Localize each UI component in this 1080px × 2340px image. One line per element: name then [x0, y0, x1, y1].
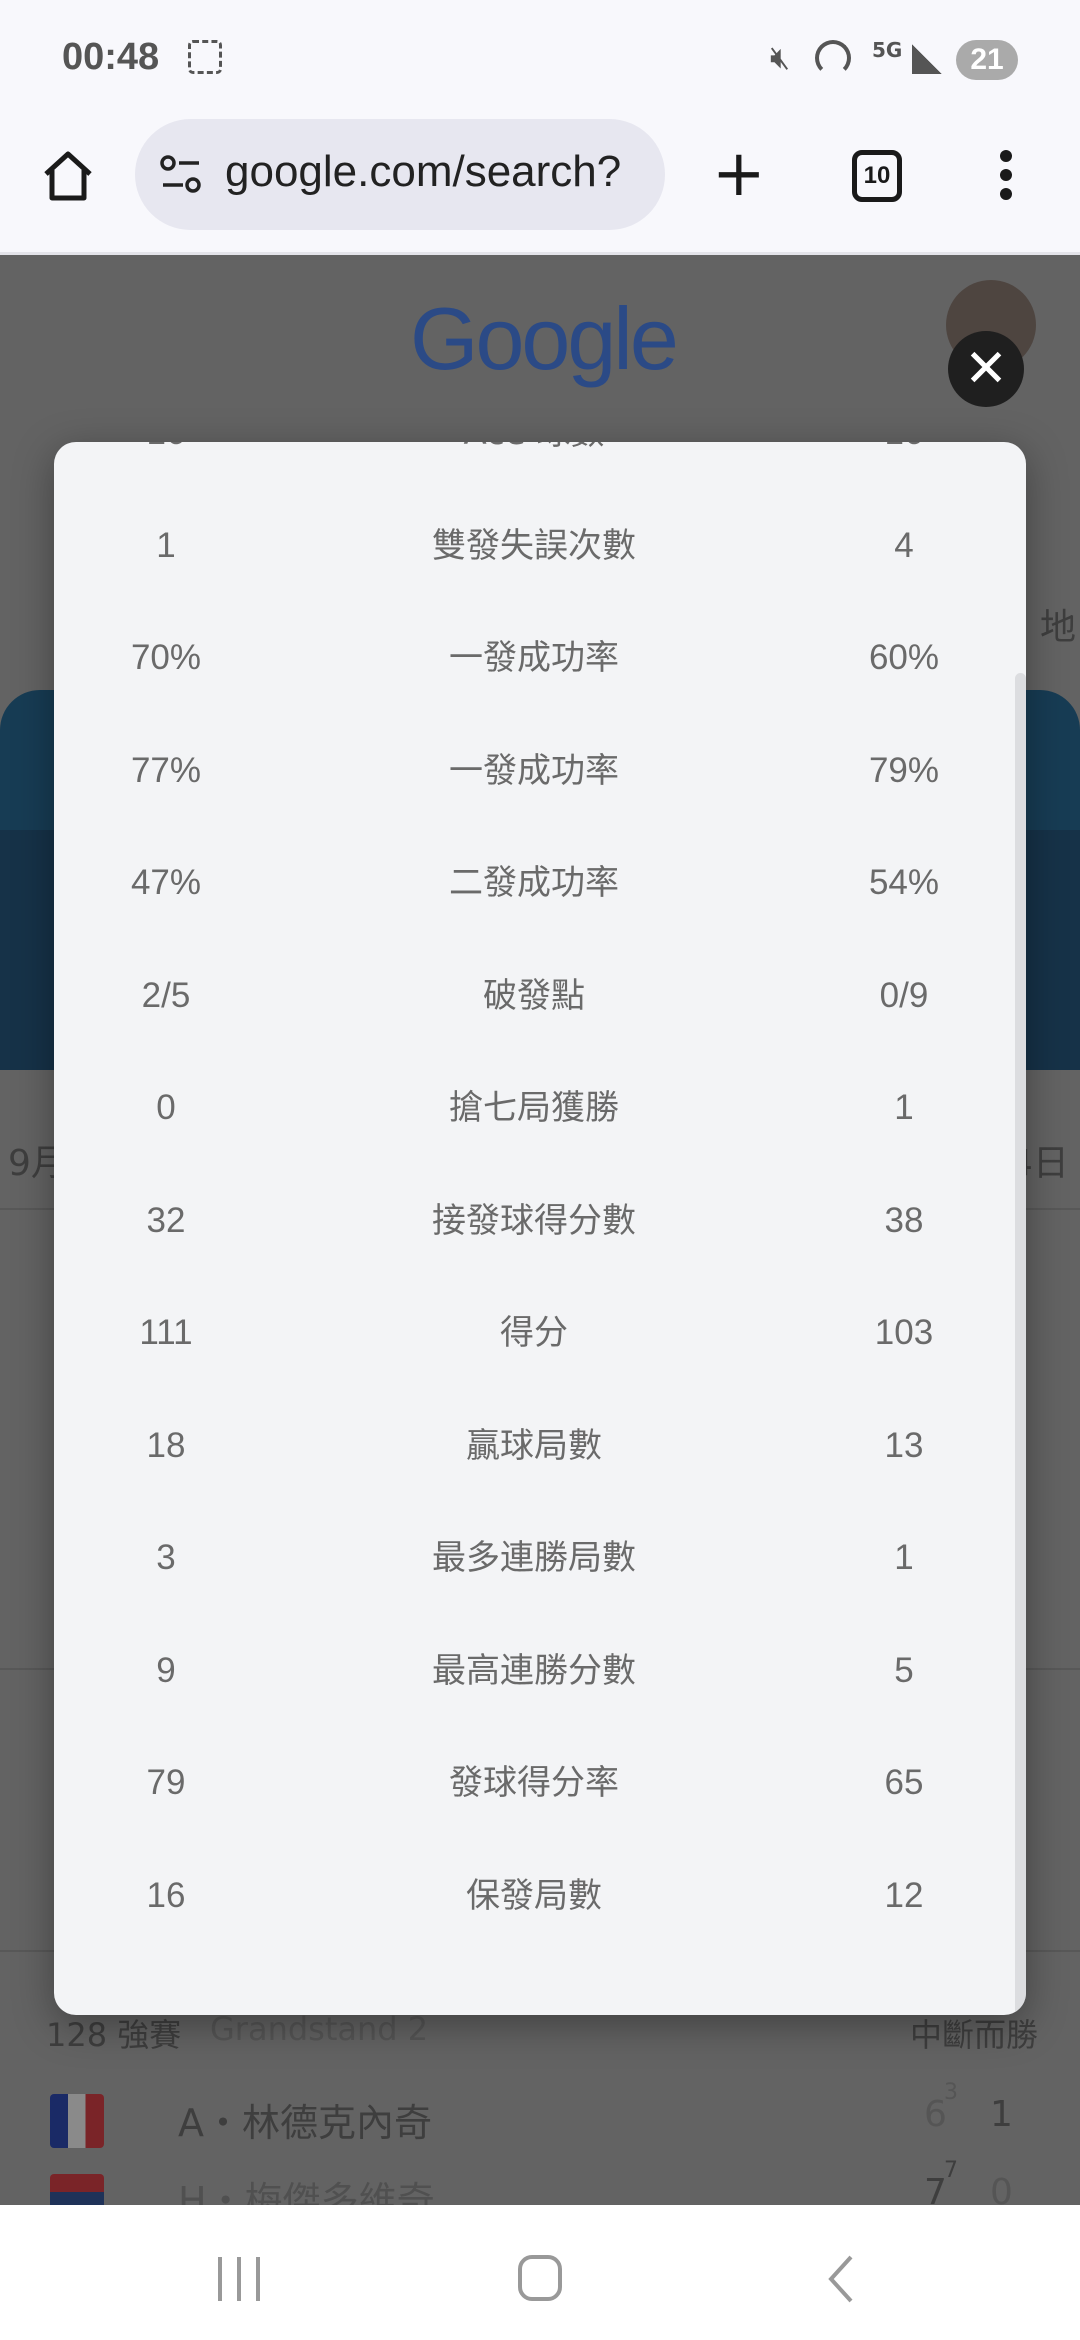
stat-right-value: 79% — [868, 750, 940, 790]
player-name: A・林德克內奇 — [178, 2101, 432, 2145]
stat-row: 2/5 破發點 0/9 — [54, 966, 1026, 1026]
stat-label: 二發成功率 — [449, 863, 619, 903]
stat-left-value: 77% — [130, 750, 202, 790]
stat-label: 接發球得分數 — [432, 1200, 636, 1241]
stat-right-value: 13 — [884, 1425, 924, 1465]
recent-apps-button[interactable] — [218, 2257, 260, 2301]
stat-left-value: 16 — [146, 1875, 186, 1915]
stat-row: 3 最多連勝局數 1 — [54, 1528, 1026, 1588]
stat-left-value: 0 — [156, 1088, 176, 1127]
match-court: Grandstand 2 — [210, 2010, 429, 2048]
hotspot-icon — [815, 40, 851, 76]
player-name: H・梅傑多維奇 — [178, 2179, 435, 2205]
stat-row: 1 雙發失誤次數 4 — [54, 516, 1026, 576]
menu-icon[interactable] — [1000, 150, 1014, 206]
system-nav-bar — [0, 2205, 1080, 2340]
set-score: 6 — [924, 2094, 947, 2135]
stat-label: 一發成功率 — [449, 638, 619, 678]
stat-row: 16 保發局數 12 — [54, 1866, 1026, 1926]
stat-left-value: 1 — [156, 525, 176, 565]
tiebreak-score: 3 — [944, 2080, 958, 2105]
stat-label: 破發點 — [483, 975, 585, 1016]
stat-right-value: 5 — [894, 1650, 914, 1690]
current-score: 1 — [990, 2094, 1013, 2135]
stat-row: 111 得分 103 — [54, 1303, 1026, 1363]
google-logo: Google — [410, 289, 679, 388]
stat-right-value: 0/9 — [879, 975, 929, 1015]
flag-serbia — [50, 2174, 104, 2205]
stat-left-value: 18 — [146, 1425, 186, 1465]
stat-left-value: 111 — [139, 1313, 193, 1352]
set-score: 7 — [924, 2172, 947, 2205]
stat-row: 77% 一發成功率 79% — [54, 741, 1026, 801]
new-tab-icon[interactable]: + — [712, 137, 766, 211]
close-icon: ✕ — [964, 339, 1008, 399]
stat-label: 最多連勝局數 — [432, 1538, 636, 1578]
home-icon[interactable] — [42, 150, 94, 202]
stat-row: 79 發球得分率 65 — [54, 1753, 1026, 1813]
match-status: 中斷而勝 — [910, 2016, 1039, 2054]
stat-left-value: 16 — [106, 442, 226, 463]
stat-label: 雙發失誤次數 — [432, 525, 636, 566]
screenshot-icon — [188, 40, 222, 74]
stat-row: 32 接發球得分數 38 — [54, 1191, 1026, 1251]
stat-label: 最高連勝分數 — [432, 1650, 636, 1691]
stat-row: 16 Ace 球數 16 — [54, 442, 1026, 463]
stat-right-value: 1 — [894, 1538, 914, 1577]
stat-label: 保發局數 — [466, 1875, 602, 1916]
stat-label: 贏球局數 — [466, 1425, 602, 1466]
stat-right-value: 65 — [884, 1763, 924, 1802]
stat-right-value: 60% — [868, 638, 940, 677]
signal-icon — [912, 44, 942, 74]
stat-right-value: 54% — [868, 863, 940, 902]
close-button[interactable]: ✕ — [948, 331, 1024, 407]
network-type: 5G — [872, 38, 903, 62]
stat-label: 一發成功率 — [449, 750, 619, 791]
stat-left-value: 9 — [156, 1650, 176, 1690]
back-button[interactable] — [825, 2253, 855, 2305]
stat-left-value: 70% — [130, 638, 202, 677]
status-time: 00:48 — [62, 36, 160, 78]
stat-right-value: 103 — [874, 1313, 934, 1352]
stat-left-value: 2/5 — [141, 975, 191, 1015]
stat-left-value: 79 — [146, 1763, 186, 1802]
stat-right-value: 16 — [844, 442, 964, 463]
flag-france — [50, 2094, 104, 2148]
tab-switcher-button[interactable]: 10 — [852, 150, 902, 202]
tiebreak-score: 7 — [944, 2158, 958, 2183]
stat-right-value: 4 — [894, 525, 914, 565]
battery-indicator: 21 — [956, 40, 1018, 80]
home-button[interactable] — [518, 2255, 562, 2301]
stat-label: 搶七局獲勝 — [449, 1088, 619, 1128]
current-score: 0 — [990, 2172, 1013, 2205]
stat-left-value: 3 — [156, 1538, 176, 1577]
stat-row: 70% 一發成功率 60% — [54, 628, 1026, 688]
stat-label: Ace 球數 — [334, 442, 734, 463]
stat-row: 47% 二發成功率 54% — [54, 853, 1026, 913]
stat-right-value: 1 — [894, 1088, 914, 1127]
stat-right-value: 38 — [884, 1200, 924, 1240]
mute-icon: 🔇︎ — [770, 38, 791, 76]
match-round: 128 強賽 — [46, 2016, 182, 2054]
stat-left-value: 47% — [130, 863, 202, 902]
match-card[interactable]: 128 強賽 Grandstand 2 中斷而勝 A・林德克內奇 6 3 1 H… — [0, 2010, 1080, 2205]
stat-right-value: 12 — [884, 1875, 924, 1915]
tab-fragment: 地 — [1040, 607, 1077, 648]
browser-toolbar: google.com/search? + 10 — [0, 100, 1080, 255]
stat-label: 發球得分率 — [449, 1763, 619, 1803]
address-bar[interactable]: google.com/search? — [135, 119, 665, 230]
status-bar: 00:48 🔇︎ 5G 21 — [0, 0, 1080, 100]
stat-label: 得分 — [500, 1313, 568, 1353]
site-settings-icon[interactable] — [159, 155, 203, 195]
stat-row: 18 贏球局數 13 — [54, 1416, 1026, 1476]
stat-left-value: 32 — [146, 1200, 186, 1240]
match-stats-dialog[interactable]: 16 Ace 球數 16 1 雙發失誤次數 4 70% 一發成功率 60% 77% 一發成功率 79%… — [54, 442, 1026, 2015]
url-text[interactable]: google.com/search? — [225, 147, 622, 196]
stat-row: 9 最高連勝分數 5 — [54, 1641, 1026, 1701]
scrollbar[interactable] — [1015, 673, 1026, 2015]
stat-row: 0 搶七局獲勝 1 — [54, 1078, 1026, 1138]
